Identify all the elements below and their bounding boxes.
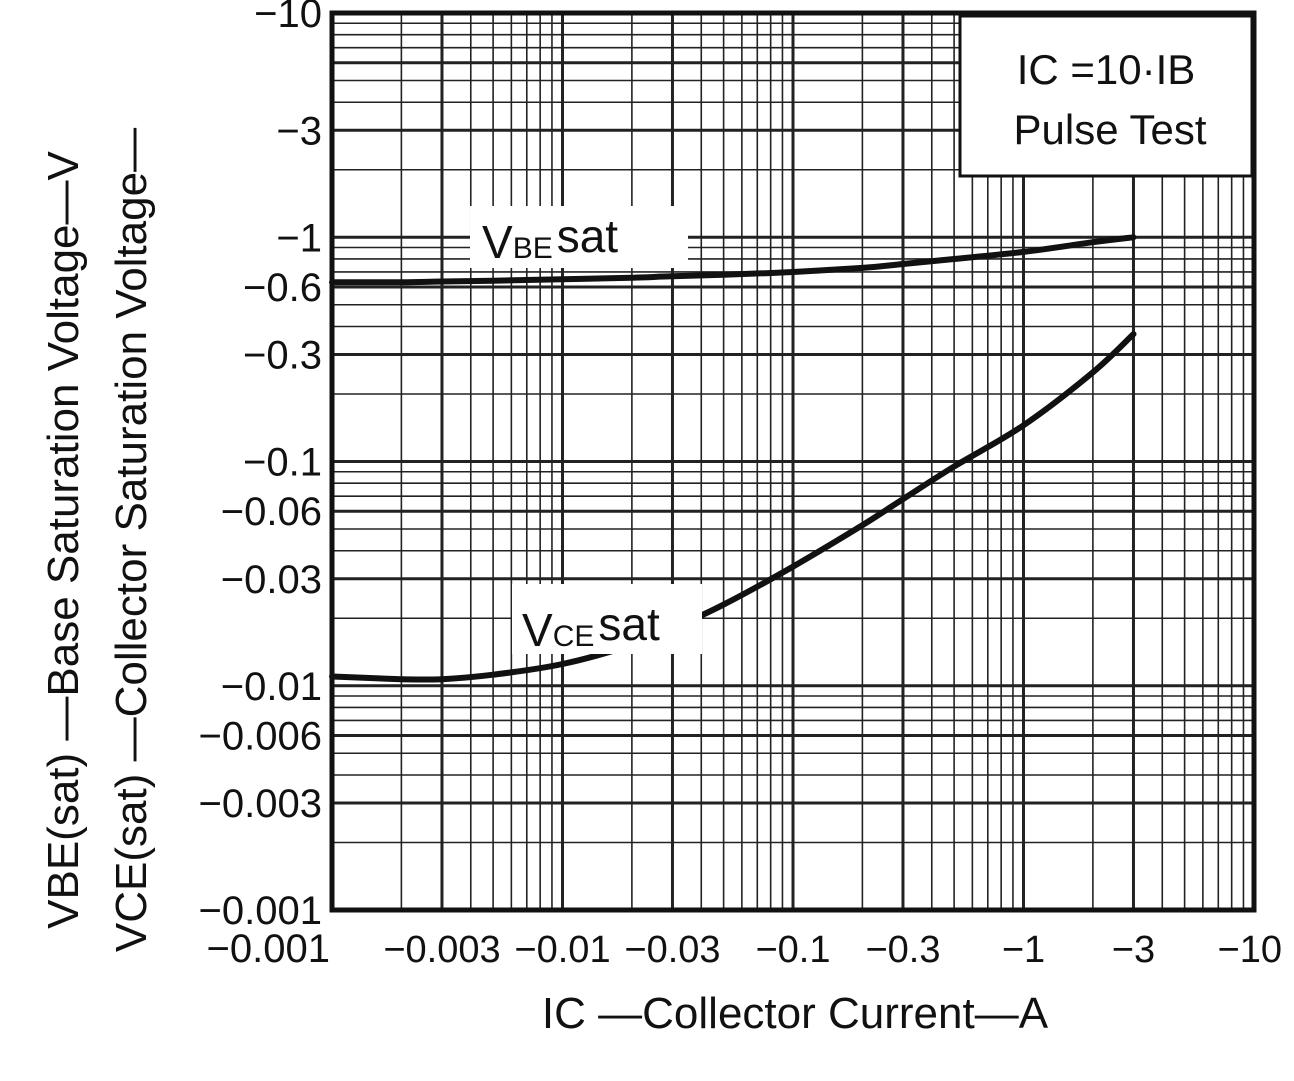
y-tick-label: −0.1 (243, 441, 322, 485)
vcesat-curve (329, 331, 1137, 683)
vcesat-label: VCEsat (522, 598, 660, 656)
x-axis-title: IC —Collector Current—A (542, 989, 1049, 1038)
vbesat-label: VBEsat (482, 210, 618, 268)
x-tick-label: −0.001 (207, 927, 330, 971)
y-tick-label: −3 (276, 109, 322, 153)
y-tick-label: −0.001 (199, 889, 322, 933)
vbesat-label-background (470, 206, 688, 268)
x-tick-label: −0.03 (624, 929, 720, 971)
plot-frame (329, 10, 1257, 913)
x-tick-label: −1 (1002, 929, 1045, 971)
x-tick-label: −0.3 (865, 929, 940, 971)
x-tick-label: −0.003 (383, 929, 500, 971)
y-tick-label: −1 (276, 216, 322, 260)
y-tick-label: −0.01 (221, 665, 322, 709)
y-tick-label: −0.03 (221, 558, 322, 602)
note-line-1: IC =10·IB (1017, 46, 1196, 93)
note-box: IC =10·IB Pulse Test (958, 14, 1254, 178)
y-axis-title-line-1: VBE(sat) —Base Saturation Voltage—V (39, 150, 88, 928)
vbesat-curve (329, 234, 1137, 286)
y-tick-label: −0.003 (199, 782, 322, 826)
curve-labels: VBEsat VCEsat (470, 206, 702, 656)
x-tick-labels: −0.001 −0.003 −0.01 −0.03 −0.1 −0.3 −1 −3 −10 (207, 927, 1282, 971)
note-line-2: Pulse Test (1014, 106, 1207, 153)
y-tick-label: −0.06 (221, 490, 322, 534)
x-tick-label: −0.01 (514, 929, 610, 971)
y-tick-label: −10 (254, 0, 322, 36)
y-tick-label: −0.6 (243, 266, 322, 310)
y-tick-label: −0.3 (243, 334, 322, 378)
x-tick-label: −0.1 (755, 929, 830, 971)
vcesat-label-background (512, 584, 702, 654)
y-tick-label: −0.006 (199, 714, 322, 758)
x-tick-label: −10 (1218, 929, 1282, 971)
curves (329, 234, 1137, 683)
x-tick-label: −3 (1112, 929, 1155, 971)
y-axis-title-line-2: VCE(sat) —Collector Saturation Voltage— (107, 128, 156, 952)
y-tick-labels: −10 −3 −1 −0.6 −0.3 −0.1 −0.06 −0.03 −0.01 −0.006… (199, 0, 322, 933)
